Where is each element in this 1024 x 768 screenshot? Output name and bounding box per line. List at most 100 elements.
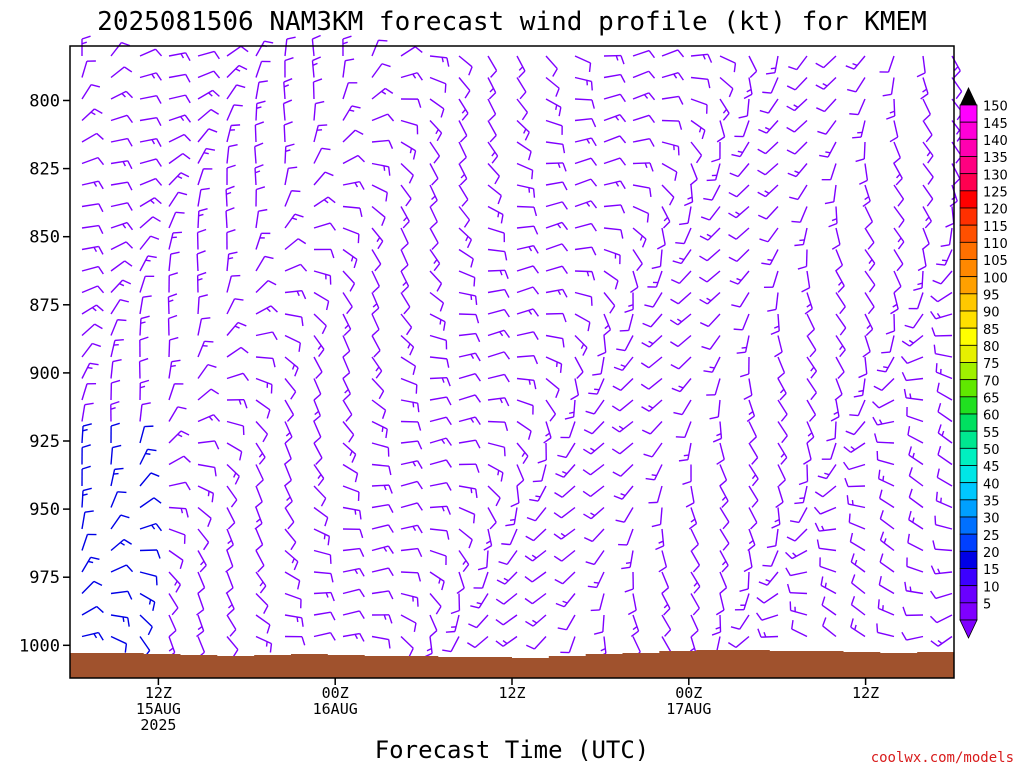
wind-barb [516,184,536,198]
barb-staff [736,184,750,198]
wind-barb [748,442,759,465]
barb-flag [532,188,536,198]
colorbar-swatch [959,259,978,278]
barb-staff [861,378,866,396]
barb-staff [226,254,230,272]
barb-flag [743,394,753,401]
barb-flag [711,158,721,163]
barb-half-flag [291,558,295,564]
barb-flag [412,150,417,160]
barb-half-flag [716,433,722,437]
barb-staff [110,202,128,208]
barb-flag [529,498,539,502]
barb-half-flag [93,181,98,187]
barb-flag [619,329,629,332]
barb-staff [593,550,605,565]
wind-barb [893,163,903,186]
wind-barb [940,227,953,248]
barb-staff [603,292,616,307]
barb-flag [256,479,264,487]
barb-flag [757,191,766,198]
barb-flag [184,94,191,104]
barb-flag [849,414,859,417]
barb-staff [706,270,721,283]
barb-flag [521,112,529,121]
wind-barb [850,574,866,595]
barb-staff [400,524,418,530]
wind-barb [932,270,953,285]
barb-half-flag [197,625,203,631]
barb-staff [255,528,264,545]
wind-barb [645,464,663,481]
barb-staff [197,340,206,358]
wind-barb [168,211,185,229]
wind-barb [400,46,423,57]
wind-barb [881,335,895,354]
barb-staff [632,636,641,653]
wind-barb [904,581,924,595]
barb-staff [850,442,866,453]
barb-staff [806,442,812,460]
wind-barb [935,363,953,380]
barb-flag [155,72,162,81]
wind-barb [429,593,442,615]
wind-barb [516,265,540,274]
barb-half-flag [909,586,912,592]
barb-flag [231,124,241,127]
barb-staff [769,249,779,265]
colorbar-swatch [959,413,978,432]
x-axis-label: Forecast Time (UTC) [375,736,650,764]
barb-staff [565,442,576,458]
wind-barb [110,319,127,336]
barb-flag [372,285,380,294]
barb-flag [709,416,719,420]
barb-half-flag [794,170,800,174]
barb-flag [256,100,266,105]
wind-barb [168,336,179,358]
barb-staff [849,521,866,530]
barb-staff [719,550,729,566]
barb-flag [318,348,325,357]
barb-flag [780,457,788,465]
barb-flag [797,265,807,270]
barb-staff [139,72,157,79]
barb-staff [748,399,756,417]
colorbar-swatch [959,276,978,295]
barb-flag [619,114,627,123]
wind-barb [283,464,292,487]
wind-barb [139,295,152,315]
barb-staff [429,334,447,342]
barb-flag [214,467,217,477]
barb-flag [416,403,420,413]
barb-staff [226,146,230,164]
barb-flag [925,134,933,143]
barb-half-flag [200,560,205,566]
barb-staff [600,356,605,374]
barb-flag [212,89,220,97]
barb-half-flag [82,428,88,432]
barb-flag [620,204,626,214]
wind-barb [487,329,511,338]
barb-staff [342,356,351,373]
barb-flag [343,328,352,337]
barb-staff [197,148,207,164]
barb-staff [620,463,634,477]
wind-barb [574,200,598,209]
wind-barb [835,335,846,358]
barb-flag [524,555,533,562]
barb-flag [924,220,932,229]
barb-staff [313,125,319,143]
barb-flag [923,113,931,122]
barb-flag [582,448,592,455]
wind-barb [908,510,924,530]
barb-flag [446,530,450,540]
barb-half-flag [651,474,657,477]
barb-staff [312,81,315,100]
barb-flag [97,266,104,275]
wind-barb [168,272,178,293]
barb-staff [487,227,505,234]
wind-barb [736,335,750,354]
barb-flag [780,413,788,422]
barb-staff [719,442,725,460]
barb-half-flag [381,90,387,95]
